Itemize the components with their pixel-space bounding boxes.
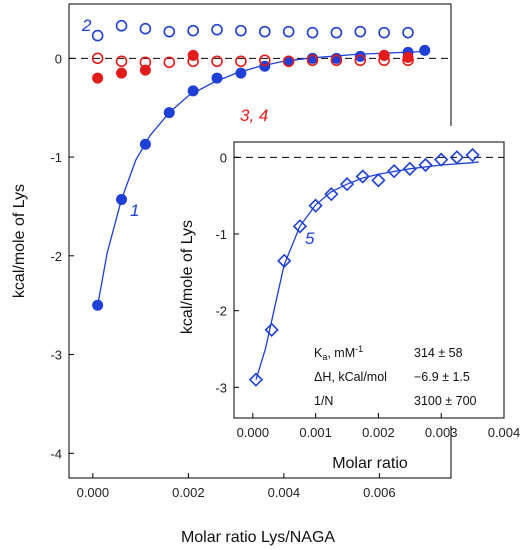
main-point-series-1 (211, 23, 223, 36)
inset-y-tick-label: -2 (215, 304, 227, 319)
inset-point-series-0 (418, 157, 433, 173)
inset-y-tick-label: 0 (220, 150, 227, 165)
inset-fit-line (255, 161, 479, 380)
main-x-axis: 0.000 0.002 0.004 0.006 (77, 473, 396, 500)
main-point-series-3 (187, 55, 199, 68)
inset-data-points (248, 147, 480, 387)
inset-y-tick-label: -3 (215, 380, 227, 395)
main-y-axis-title: kcal/mole of Lys (11, 184, 28, 298)
main-x-axis-title: Molar ratio Lys/NAGA (181, 529, 335, 546)
main-point-series-0 (419, 44, 431, 56)
main-point-series-1 (258, 25, 271, 38)
main-point-series-1 (378, 26, 390, 39)
inset-x-tick-label: 0.003 (425, 425, 458, 440)
main-point-series-3 (91, 52, 104, 65)
main-point-series-1 (91, 29, 104, 42)
main-point-series-3 (211, 55, 223, 68)
inset-x-tick-label: 0.004 (488, 425, 521, 440)
inset-point-series-0 (248, 372, 264, 387)
inset-x-tick-label: 0.002 (362, 425, 395, 440)
main-point-series-2 (92, 72, 104, 84)
main-point-series-0 (235, 67, 247, 79)
inset-point-series-0 (402, 161, 417, 176)
main-point-series-1 (163, 25, 176, 38)
main-data-points (91, 19, 431, 311)
main-point-series-0 (354, 50, 366, 62)
main-y-tick-label: -3 (50, 348, 62, 363)
main-y-axis: 0 -1 -2 -3 -4 (50, 51, 74, 461)
series-label-5: 5 (305, 229, 315, 248)
fit-parameters-table: Ka, mM-1 314 ± 58 ΔH, kCal/mol −6.9 ± 1.… (314, 344, 477, 408)
inset-fit-curve (255, 161, 479, 380)
main-point-series-0 (187, 85, 199, 97)
param-dh-label: ΔH, kCal/mol (314, 370, 387, 384)
inset-point-series-0 (386, 164, 402, 179)
main-point-series-1 (306, 26, 319, 39)
inset-point-series-0 (277, 253, 292, 268)
main-point-series-2 (139, 64, 151, 76)
inset-x-axis: 0.000 0.001 0.002 0.003 0.004 (237, 413, 521, 440)
main-point-series-0 (163, 107, 175, 119)
series-label-2: 2 (81, 16, 92, 35)
inset-y-axis-title: kcal/mole of Lys (179, 220, 196, 334)
main-point-series-3 (163, 56, 176, 69)
inset-x-tick-label: 0.000 (237, 425, 270, 440)
main-point-series-1 (139, 22, 152, 35)
main-point-series-2 (402, 51, 414, 63)
inset-y-axis: 0 -1 -2 -3 (215, 150, 239, 395)
param-n-value: 3100 ± 700 (414, 394, 477, 408)
main-point-series-3 (258, 54, 271, 67)
series-label-1: 1 (130, 201, 139, 220)
main-point-series-3 (402, 54, 414, 67)
series-label-3-4: 3, 4 (240, 106, 268, 125)
main-y-tick-label: -4 (50, 446, 62, 461)
param-n-label: 1/N (314, 394, 333, 408)
inset-point-series-0 (355, 169, 370, 184)
inset-x-axis-title: Molar ratio (332, 455, 408, 472)
main-point-series-3 (235, 55, 247, 68)
main-point-series-1 (354, 25, 367, 38)
main-point-series-0 (211, 72, 223, 84)
inset-point-series-0 (324, 187, 339, 202)
main-x-tick-label: 0.004 (268, 485, 301, 500)
main-point-series-3 (139, 56, 152, 69)
main-point-series-3 (354, 54, 367, 67)
main-point-series-3 (330, 54, 343, 67)
inset-plot-frame (233, 141, 505, 419)
main-x-tick-label: 0.006 (363, 485, 396, 500)
inset-point-series-0 (308, 198, 323, 213)
main-x-tick-label: 0.002 (172, 485, 205, 500)
main-point-series-1 (330, 26, 343, 39)
inset-chart: 0.000 0.001 0.002 0.003 0.004 0 -1 -2 -3 Molar … (179, 126, 525, 472)
main-point-series-1 (187, 24, 199, 37)
inset-point-series-0 (371, 173, 386, 188)
inset-point-series-0 (434, 152, 449, 167)
main-y-tick-label: -2 (50, 249, 62, 264)
main-point-series-3 (378, 54, 390, 67)
inset-point-series-0 (292, 219, 308, 234)
main-y-tick-label: -1 (50, 150, 62, 165)
main-point-series-3 (306, 54, 319, 67)
param-dh-value: −6.9 ± 1.5 (414, 370, 470, 384)
inset-point-series-0 (465, 147, 480, 163)
main-point-series-1 (235, 24, 247, 37)
main-point-series-1 (115, 19, 128, 32)
main-point-series-1 (402, 26, 414, 39)
main-point-series-0 (139, 138, 151, 150)
inset-y-tick-label: -1 (215, 227, 227, 242)
main-point-series-1 (282, 25, 295, 38)
inset-point-series-0 (264, 322, 279, 337)
param-ka-value: 314 ± 58 (414, 346, 463, 360)
main-point-series-2 (116, 67, 128, 79)
main-y-tick-label: 0 (55, 51, 62, 66)
inset-point-series-0 (339, 177, 355, 192)
main-x-tick-label: 0.000 (77, 485, 110, 500)
inset-point-series-0 (449, 150, 465, 165)
inset-x-tick-label: 0.001 (299, 425, 332, 440)
main-point-series-3 (115, 55, 128, 68)
main-point-series-0 (116, 194, 128, 206)
main-point-series-3 (282, 55, 295, 68)
main-point-series-0 (92, 299, 104, 311)
